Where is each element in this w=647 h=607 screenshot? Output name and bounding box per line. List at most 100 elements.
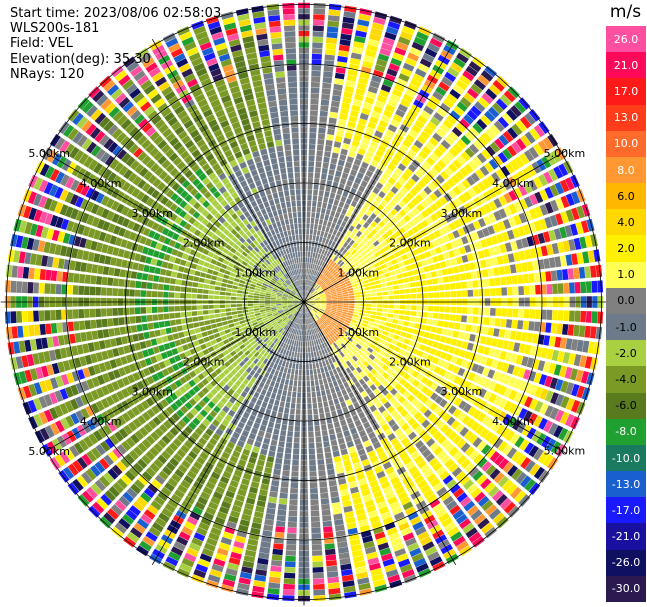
velocity-bin <box>209 437 218 446</box>
velocity-bin <box>115 337 123 346</box>
velocity-bin <box>418 238 426 246</box>
velocity-bin <box>310 82 320 88</box>
velocity-bin <box>331 187 337 194</box>
velocity-bin <box>360 251 367 257</box>
velocity-bin <box>198 399 207 408</box>
velocity-bin <box>193 569 207 579</box>
velocity-bin <box>488 106 500 118</box>
velocity-bin <box>394 304 400 309</box>
velocity-bin <box>154 495 166 506</box>
velocity-bin <box>256 367 263 374</box>
velocity-bin <box>510 240 518 251</box>
velocity-bin <box>267 502 277 509</box>
velocity-bin <box>522 320 529 331</box>
velocity-bin <box>396 256 403 263</box>
velocity-bin <box>217 341 225 348</box>
velocity-bin <box>291 351 295 358</box>
velocity-bin <box>308 431 314 438</box>
velocity-bin <box>315 235 320 242</box>
velocity-bin <box>330 210 336 217</box>
velocity-bin <box>303 302 304 308</box>
velocity-bin <box>216 511 228 520</box>
velocity-bin <box>280 341 285 348</box>
velocity-bin <box>317 259 321 266</box>
velocity-bin <box>243 340 250 347</box>
velocity-bin <box>381 316 387 322</box>
velocity-bin <box>405 294 411 299</box>
velocity-bin <box>368 278 374 283</box>
velocity-bin <box>456 540 469 552</box>
velocity-bin <box>328 266 333 272</box>
velocity-bin <box>259 294 266 297</box>
velocity-bin <box>100 440 111 452</box>
velocity-bin <box>259 424 267 432</box>
velocity-bin <box>298 369 302 376</box>
velocity-bin <box>184 455 195 465</box>
velocity-bin <box>404 315 411 321</box>
velocity-bin <box>276 333 282 339</box>
velocity-bin <box>278 441 285 448</box>
velocity-bin <box>259 406 266 414</box>
velocity-bin <box>522 369 531 380</box>
velocity-bin <box>533 448 544 461</box>
velocity-bin <box>143 487 155 499</box>
velocity-bin <box>202 310 209 315</box>
velocity-bin <box>282 336 287 343</box>
velocity-bin <box>154 474 166 485</box>
velocity-bin <box>403 182 412 191</box>
velocity-bin <box>345 386 352 394</box>
velocity-bin <box>100 493 113 506</box>
velocity-bin <box>305 291 308 297</box>
velocity-bin <box>367 121 377 130</box>
velocity-bin <box>423 331 430 339</box>
velocity-bin <box>350 396 358 404</box>
velocity-bin <box>234 379 242 387</box>
velocity-bin <box>405 192 414 201</box>
velocity-bin <box>315 436 322 443</box>
velocity-bin <box>332 304 338 307</box>
velocity-bin <box>250 427 258 435</box>
velocity-bin <box>452 230 460 239</box>
velocity-bin <box>11 326 18 339</box>
velocity-bin <box>219 364 227 372</box>
velocity-bin <box>174 292 180 298</box>
velocity-bin <box>329 111 338 119</box>
velocity-bin <box>344 511 355 519</box>
velocity-bin <box>371 573 385 582</box>
velocity-bin <box>186 317 193 323</box>
velocity-bin <box>384 414 393 423</box>
velocity-bin <box>396 325 403 331</box>
velocity-bin <box>320 298 327 300</box>
velocity-bin <box>237 350 244 357</box>
velocity-bin <box>312 403 318 409</box>
velocity-bin <box>381 42 393 51</box>
velocity-bin <box>353 326 360 332</box>
velocity-bin <box>544 216 553 229</box>
velocity-bin <box>165 461 176 472</box>
velocity-bin <box>488 247 496 256</box>
velocity-bin <box>352 164 360 172</box>
velocity-bin <box>320 498 330 505</box>
velocity-bin <box>161 335 169 343</box>
velocity-bin <box>463 191 472 201</box>
velocity-bin <box>96 374 106 385</box>
velocity-bin <box>405 310 411 316</box>
velocity-bin <box>366 232 374 240</box>
velocity-bin <box>411 398 420 407</box>
velocity-bin <box>521 356 529 367</box>
velocity-bin <box>448 250 456 258</box>
velocity-bin <box>313 595 326 602</box>
velocity-bin <box>498 458 510 470</box>
velocity-bin <box>425 399 434 408</box>
velocity-bin <box>315 265 319 271</box>
velocity-bin <box>135 280 142 289</box>
velocity-bin <box>405 57 417 67</box>
velocity-bin <box>305 251 308 257</box>
velocity-bin <box>496 516 509 529</box>
velocity-bin <box>167 477 178 488</box>
velocity-bin <box>289 339 293 345</box>
velocity-bin <box>311 391 316 398</box>
velocity-bin <box>355 153 364 161</box>
velocity-bin <box>345 282 352 287</box>
velocity-bin <box>402 93 414 103</box>
